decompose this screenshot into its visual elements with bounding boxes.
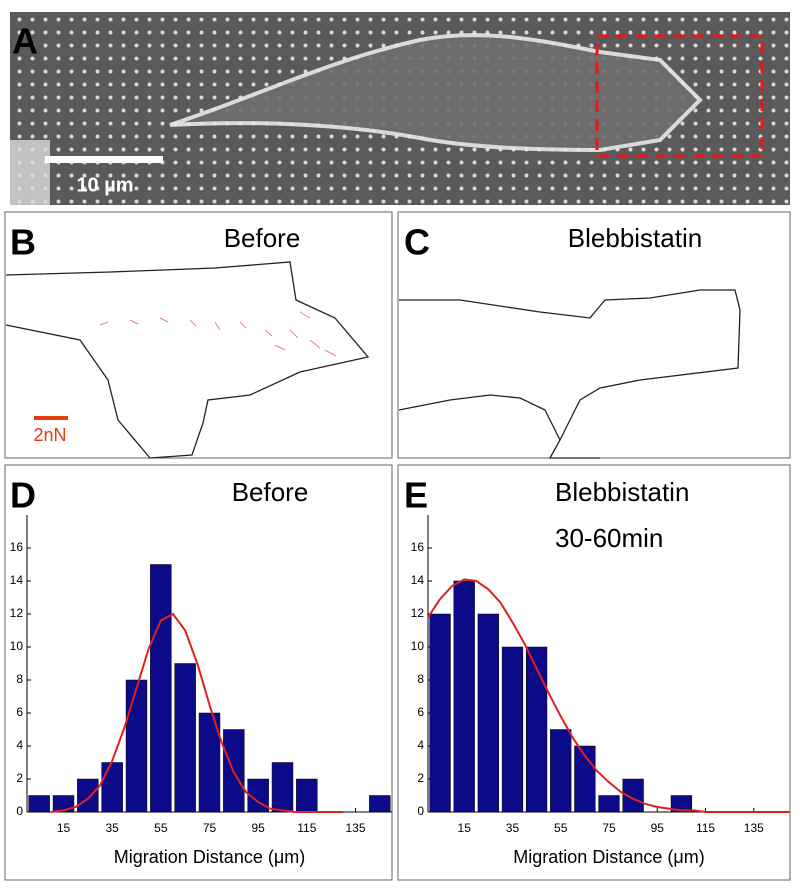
panel-label: D xyxy=(10,475,36,516)
fit-curve xyxy=(51,612,344,813)
bar xyxy=(670,795,693,813)
y-tick-label: 8 xyxy=(417,672,424,686)
x-tick-label: 135 xyxy=(345,821,365,835)
x-tick-label: 115 xyxy=(696,821,715,835)
bar xyxy=(247,778,269,813)
x-axis-label: Migration Distance (μm) xyxy=(114,847,305,867)
x-axis-label: Migration Distance (μm) xyxy=(513,847,704,867)
bar xyxy=(622,778,644,813)
force-arrows xyxy=(99,311,337,357)
x-tick-label: 35 xyxy=(506,821,520,835)
bar xyxy=(296,778,318,813)
panel-a: 10 µm A xyxy=(10,12,790,205)
y-tick-label: 14 xyxy=(10,573,24,587)
panel-b: 2nN B Before xyxy=(4,211,393,459)
y-tick-label: 2 xyxy=(417,771,424,785)
bar xyxy=(101,762,123,813)
bar xyxy=(52,795,75,813)
bar xyxy=(501,646,524,813)
y-tick-label: 6 xyxy=(16,705,23,719)
bar xyxy=(453,580,475,813)
fit-curve xyxy=(427,578,790,813)
panel-label: B xyxy=(10,222,36,263)
x-tick-label: 35 xyxy=(105,821,119,835)
bar xyxy=(525,646,548,813)
cell xyxy=(169,33,703,153)
chart-title: Blebbistatin xyxy=(555,477,689,507)
panel-label: E xyxy=(404,475,428,516)
roi-box xyxy=(595,34,764,158)
cell-outline xyxy=(398,289,741,459)
y-tick-label: 0 xyxy=(417,804,424,818)
bar xyxy=(125,679,148,813)
chart-title: Before xyxy=(232,477,309,507)
chart-subtitle: 30-60min xyxy=(555,523,663,553)
force-scale-label: 2nN xyxy=(33,425,66,445)
bar xyxy=(174,663,196,813)
bar xyxy=(28,795,50,813)
y-tick-label: 0 xyxy=(16,804,23,818)
x-tick-label: 15 xyxy=(57,821,71,835)
y-tick-label: 14 xyxy=(411,573,425,587)
panel-title: Blebbistatin xyxy=(568,223,702,253)
x-tick-label: 75 xyxy=(602,821,616,835)
panel-frame xyxy=(4,464,393,881)
panel-frame xyxy=(397,211,791,459)
x-tick-label: 55 xyxy=(554,821,568,835)
bar xyxy=(477,613,499,813)
y-tick-label: 4 xyxy=(417,738,424,752)
bar xyxy=(550,729,572,813)
bar xyxy=(271,762,294,813)
y-tick-label: 8 xyxy=(16,672,23,686)
y-tick-label: 12 xyxy=(411,606,425,620)
y-tick-label: 10 xyxy=(10,639,24,653)
y-tick-label: 2 xyxy=(16,771,23,785)
x-tick-label: 115 xyxy=(297,821,316,835)
x-tick-label: 135 xyxy=(744,821,764,835)
bar xyxy=(598,795,620,813)
panel-label: A xyxy=(12,21,38,62)
panel-label: C xyxy=(404,222,430,263)
x-tick-label: 55 xyxy=(154,821,168,835)
bar xyxy=(369,795,391,813)
panel-frame xyxy=(4,211,393,459)
y-tick-label: 4 xyxy=(16,738,23,752)
bar xyxy=(150,564,172,813)
bright-region xyxy=(10,140,50,205)
scale-bar xyxy=(45,156,163,163)
x-tick-label: 15 xyxy=(458,821,472,835)
y-tick-label: 12 xyxy=(10,606,24,620)
x-tick-label: 95 xyxy=(251,821,265,835)
bar xyxy=(77,778,99,813)
cell-outline xyxy=(5,261,370,459)
bar xyxy=(198,712,221,813)
x-tick-label: 75 xyxy=(203,821,217,835)
panel-frame xyxy=(397,464,791,881)
y-tick-label: 16 xyxy=(411,540,425,554)
panel-title: Before xyxy=(224,223,301,253)
scale-label: 10 µm xyxy=(76,174,133,196)
y-tick-label: 6 xyxy=(417,705,424,719)
panel-c: C Blebbistatin xyxy=(397,211,791,459)
y-tick-label: 10 xyxy=(411,639,425,653)
bar xyxy=(429,613,451,813)
y-tick-label: 16 xyxy=(10,540,24,554)
x-tick-label: 95 xyxy=(651,821,665,835)
